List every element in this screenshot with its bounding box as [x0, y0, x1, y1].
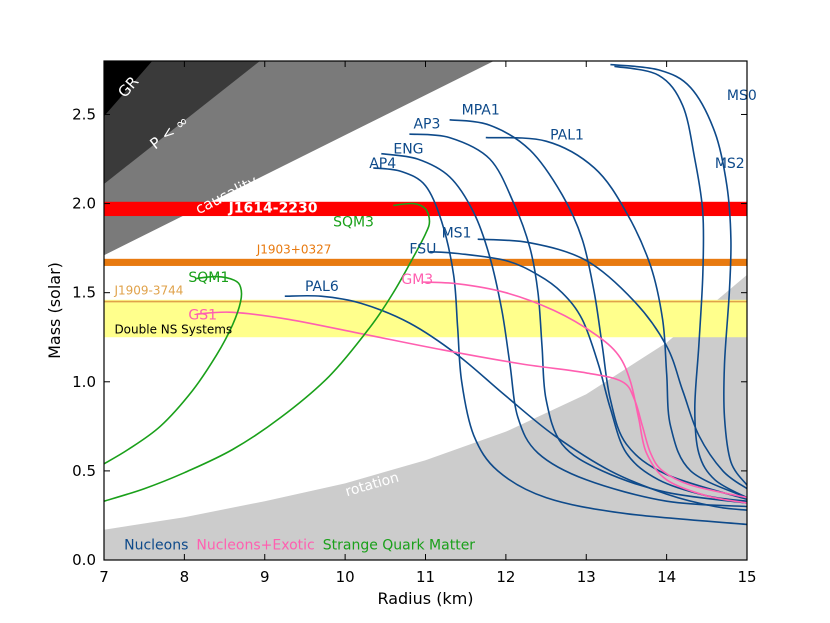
curve-label-fsu: FSU	[409, 241, 436, 257]
band-label-j1903: J1903+0327	[256, 242, 332, 256]
region-p-inf	[104, 61, 260, 184]
curve-ms0	[610, 63, 747, 486]
x-tick-label: 12	[496, 568, 515, 586]
region-gr	[104, 61, 153, 117]
curve-gm3	[421, 281, 747, 504]
x-axis-label: Radius (km)	[377, 589, 473, 608]
curve-gs1	[196, 311, 747, 499]
region-causality	[104, 61, 494, 256]
curve-label-mpa1: MPA1	[462, 102, 500, 118]
plot-area	[104, 61, 747, 560]
curve-label-ap3: AP3	[413, 117, 440, 133]
curve-label-ms1: MS1	[442, 225, 472, 241]
x-tick-label: 11	[416, 568, 435, 586]
x-tick-label: 15	[737, 568, 756, 586]
legend-strange: Strange Quark Matter	[323, 537, 476, 553]
band-j1903	[104, 258, 747, 266]
curve-label-eng: ENG	[393, 142, 423, 158]
x-tick-label: 10	[336, 568, 355, 586]
curve-sqm3	[104, 202, 431, 502]
band-label-j1614: J1614-2230	[228, 200, 318, 216]
y-tick-label: 1.0	[72, 373, 96, 391]
band-label-j1909: J1909-3744	[113, 283, 183, 297]
curve-pal1	[485, 136, 747, 499]
curve-ms1	[477, 238, 747, 490]
curve-label-sqm1: SQM1	[188, 270, 229, 286]
legend-exotic: Nucleons+Exotic	[196, 537, 314, 553]
band-double-ns	[104, 299, 747, 338]
curve-label-pal1: PAL1	[550, 127, 584, 143]
curve-ap3	[409, 133, 747, 504]
x-tick-label: 13	[577, 568, 596, 586]
curve-sqm1	[104, 275, 243, 465]
curve-label-ms2: MS2	[715, 156, 745, 172]
x-tick-label: 14	[657, 568, 676, 586]
y-tick-label: 2.5	[72, 105, 96, 123]
curve-label-gm3: GM3	[401, 272, 433, 288]
curve-ms2	[614, 65, 747, 499]
curve-label-sqm3: SQM3	[333, 215, 374, 231]
band-label-double-ns: Double NS Systems	[114, 323, 232, 337]
curve-mpa1	[449, 119, 747, 501]
x-tick-label: 8	[180, 568, 190, 586]
y-tick-label: 1.5	[72, 284, 96, 302]
axes: 7 8 9 10 11 12 13 14 15 0.0 0.5 1.0 1.5 2.0 2.5	[72, 61, 757, 586]
x-tick-label: 7	[99, 568, 109, 586]
x-tick-label: 9	[260, 568, 270, 586]
y-tick-label: 0.0	[72, 551, 96, 569]
curve-label-ap4: AP4	[369, 156, 396, 172]
curve-ap4	[373, 167, 747, 526]
y-tick-label: 2.0	[72, 195, 96, 213]
curve-fsu	[429, 250, 747, 502]
curve-label-ms0: MS0	[727, 88, 757, 104]
y-axis-label: Mass (solar)	[45, 262, 64, 359]
curve-label-gs1: GS1	[188, 307, 217, 323]
region-rotation	[104, 274, 747, 560]
curve-eng	[381, 152, 747, 508]
legend-nucleons: Nucleons	[124, 537, 188, 553]
curve-pal6	[284, 294, 747, 511]
curve-label-pal6: PAL6	[305, 279, 339, 295]
y-tick-label: 0.5	[72, 462, 96, 480]
